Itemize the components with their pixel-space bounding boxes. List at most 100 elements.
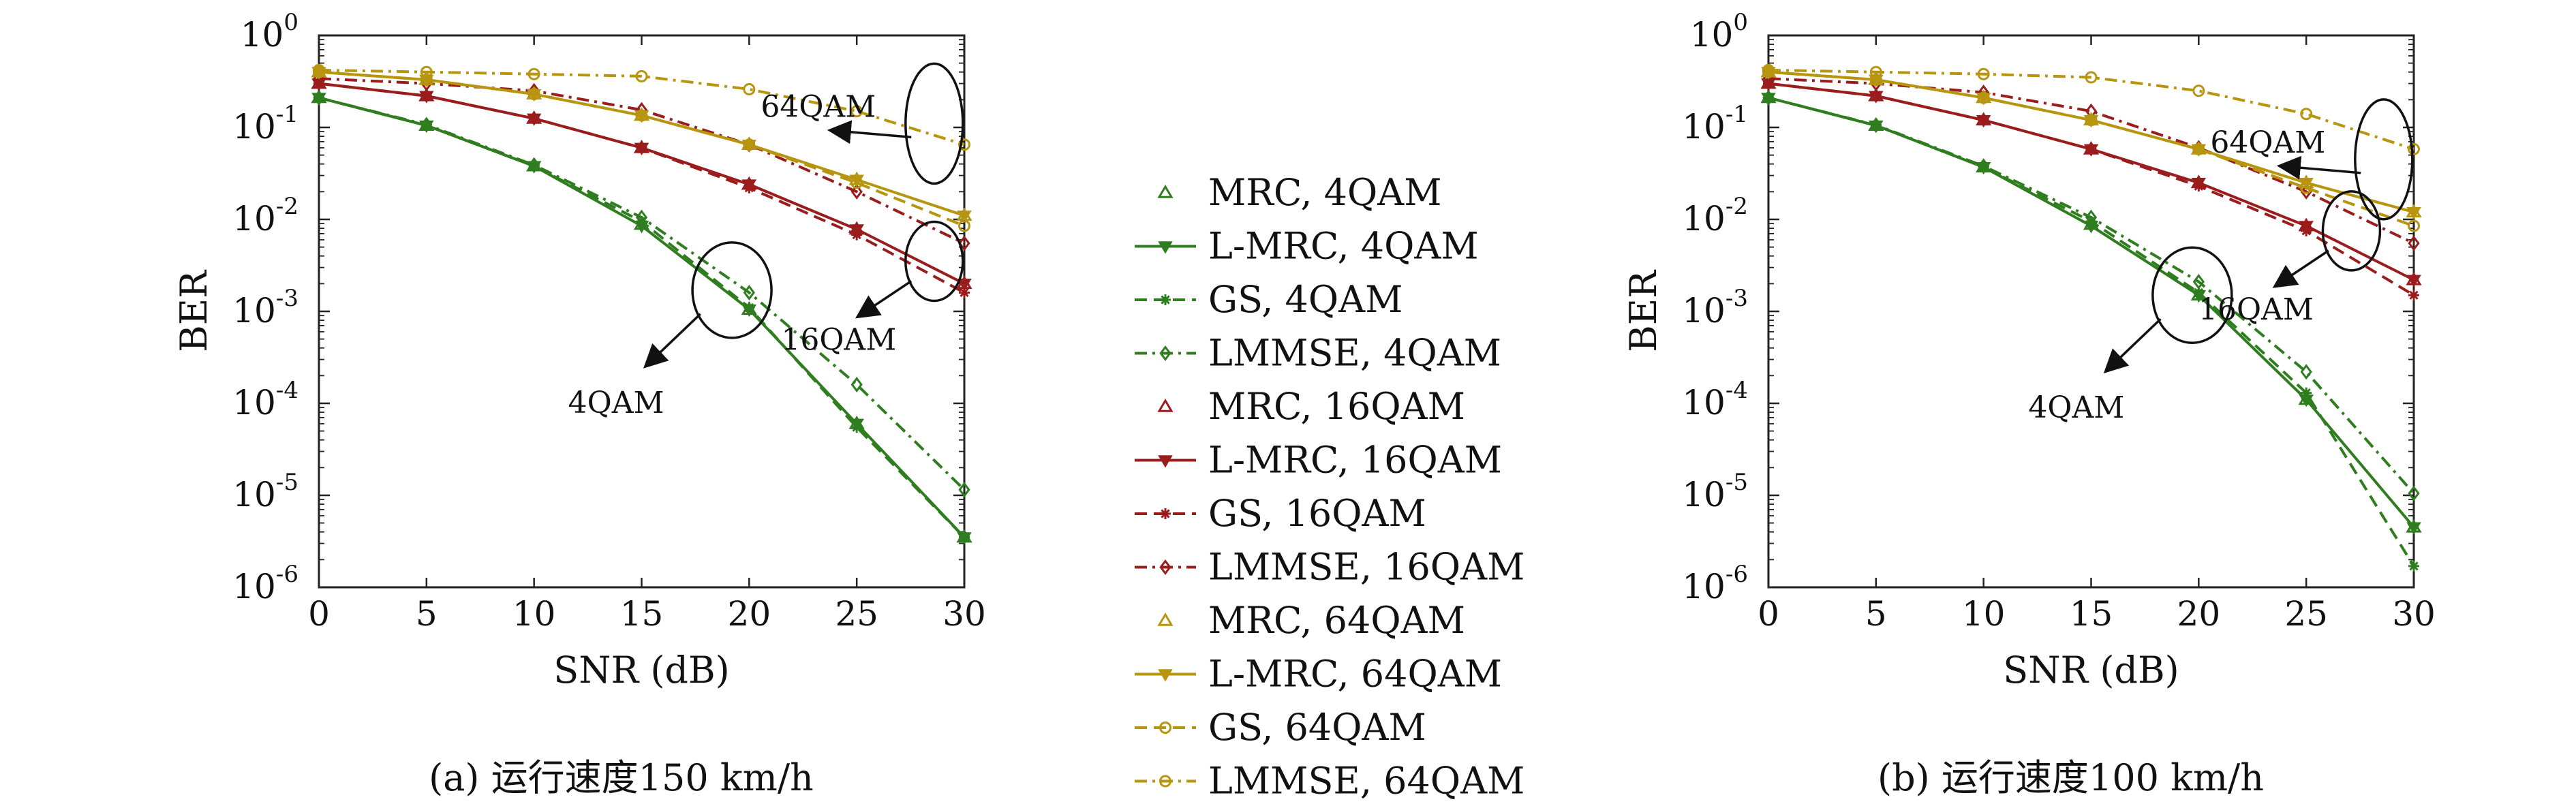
legend-marker bbox=[1158, 455, 1173, 468]
data-point bbox=[2408, 235, 2420, 251]
y-tick-label: 10-3 bbox=[232, 285, 298, 330]
y-tick-exponent: 0 bbox=[283, 9, 298, 36]
data-point bbox=[1870, 117, 1882, 134]
data-point bbox=[2300, 108, 2313, 121]
data-point bbox=[851, 229, 863, 241]
data-point bbox=[2085, 209, 2098, 226]
series bbox=[1760, 75, 2422, 285]
data-point bbox=[635, 209, 648, 226]
x-tick-label: 10 bbox=[1962, 594, 2006, 634]
series-line bbox=[1768, 70, 2414, 228]
annotation-label: 64QAM bbox=[761, 89, 876, 124]
legend-label: LMMSE, 4QAM bbox=[1208, 332, 1501, 375]
y-tick-exponent: -6 bbox=[1726, 561, 1748, 588]
annotation-arrow bbox=[2103, 317, 2162, 374]
y-tick-exponent: -4 bbox=[1726, 377, 1748, 404]
data-point bbox=[851, 422, 863, 433]
x-tick-label: 15 bbox=[2070, 594, 2113, 634]
x-tick-label: 15 bbox=[620, 594, 664, 634]
annotation-arrow bbox=[827, 120, 912, 144]
data-point bbox=[1870, 90, 1882, 102]
data-point bbox=[420, 90, 432, 102]
x-tick-label: 20 bbox=[2177, 594, 2221, 634]
x-tick-label: 10 bbox=[512, 594, 556, 634]
annotation-label: 16QAM bbox=[781, 323, 896, 358]
annotation-label: 4QAM bbox=[2028, 390, 2124, 425]
y-tick-exponent: -5 bbox=[1726, 469, 1748, 496]
y-tick-exponent: -1 bbox=[1726, 101, 1748, 128]
legend-item: GS, 16QAM bbox=[1135, 492, 1426, 535]
annotation-ellipse bbox=[904, 220, 964, 303]
legend-marker bbox=[1159, 345, 1171, 361]
annotation-ellipse bbox=[2321, 190, 2382, 272]
series bbox=[1763, 78, 2419, 301]
series-line bbox=[318, 96, 966, 491]
data-point bbox=[958, 219, 970, 232]
legend-label: L-MRC, 16QAM bbox=[1208, 439, 1502, 482]
series bbox=[1763, 92, 2419, 572]
data-point bbox=[420, 117, 433, 133]
y-tick-exponent: -3 bbox=[276, 285, 298, 312]
data-point bbox=[850, 105, 863, 118]
y-tick-label: 10-1 bbox=[1682, 101, 1748, 146]
legend-marker bbox=[1159, 775, 1171, 788]
data-point bbox=[420, 74, 433, 87]
y-tick-label: 10-3 bbox=[1682, 285, 1748, 330]
data-point bbox=[2301, 387, 2312, 399]
data-point bbox=[959, 531, 970, 543]
annotation-ellipse bbox=[2151, 246, 2233, 344]
x-tick-label: 25 bbox=[2284, 594, 2328, 634]
data-point bbox=[2085, 143, 2097, 155]
y-axis-label: BER bbox=[172, 270, 215, 352]
x-tick-label: 20 bbox=[728, 594, 771, 634]
data-point bbox=[2406, 207, 2421, 220]
y-tick-label: 100 bbox=[1690, 9, 1748, 55]
data-point bbox=[957, 211, 972, 223]
data-point bbox=[957, 279, 972, 292]
legend-item: MRC, 4QAM bbox=[1157, 171, 1442, 214]
data-point bbox=[1869, 65, 1882, 78]
data-point bbox=[850, 176, 863, 189]
data-point bbox=[1977, 67, 1990, 80]
series-line bbox=[318, 96, 966, 538]
data-point bbox=[1763, 92, 1774, 104]
data-point bbox=[850, 376, 863, 392]
legend-marker bbox=[1157, 185, 1174, 198]
data-point bbox=[2193, 287, 2205, 298]
data-point bbox=[850, 183, 863, 200]
data-point bbox=[958, 235, 970, 251]
data-point bbox=[1977, 91, 1990, 104]
data-point bbox=[2406, 275, 2421, 288]
annotation-label: 64QAM bbox=[2210, 125, 2325, 160]
y-tick-exponent: -3 bbox=[1726, 285, 1748, 312]
data-point bbox=[2300, 364, 2312, 380]
data-point bbox=[2192, 84, 2205, 97]
annotation-ellipse bbox=[904, 62, 964, 185]
data-point bbox=[958, 138, 970, 151]
data-point bbox=[1869, 74, 1882, 87]
legend-marker bbox=[1159, 559, 1171, 575]
data-point bbox=[2406, 522, 2421, 535]
data-point bbox=[2301, 225, 2312, 236]
annotation-ellipse bbox=[2354, 98, 2414, 221]
legend-item: GS, 64QAM bbox=[1135, 706, 1426, 749]
legend-item: MRC, 16QAM bbox=[1157, 385, 1465, 428]
y-tick-exponent: -6 bbox=[276, 561, 298, 588]
legend-item: LMMSE, 4QAM bbox=[1135, 332, 1501, 375]
legend-label: LMMSE, 16QAM bbox=[1208, 546, 1524, 589]
legend-label: LMMSE, 64QAM bbox=[1208, 760, 1524, 803]
annotation-label: 16QAM bbox=[2198, 292, 2314, 327]
data-point bbox=[2408, 485, 2420, 501]
data-point bbox=[743, 302, 755, 313]
legend-item: L-MRC, 4QAM bbox=[1135, 225, 1479, 268]
series bbox=[313, 90, 970, 498]
chart-a: 0 5 10 15 20 25 30 100 10-1 10-2 10-3 10-4 10-5 10-6 S… bbox=[172, 9, 986, 799]
y-tick-label: 100 bbox=[241, 9, 298, 55]
subplot-caption: (b) 运行速度100 km/h bbox=[1877, 756, 2264, 799]
y-tick-label: 10-5 bbox=[232, 469, 298, 514]
legend-label: MRC, 16QAM bbox=[1208, 385, 1465, 428]
legend-marker bbox=[1160, 508, 1171, 519]
legend-item: MRC, 64QAM bbox=[1157, 599, 1465, 642]
legend-label: GS, 64QAM bbox=[1208, 706, 1426, 749]
data-point bbox=[2085, 71, 2098, 84]
